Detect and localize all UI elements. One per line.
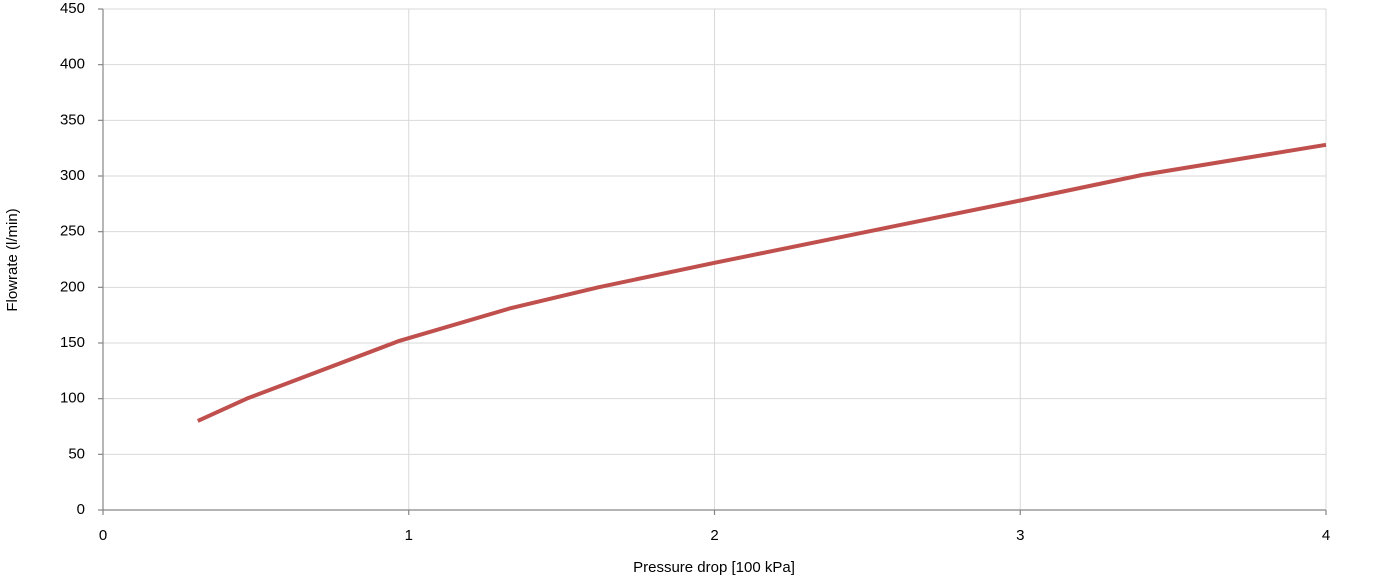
x-tick-label: 2 [710,527,718,544]
y-tick-label: 100 [60,390,85,407]
y-tick-label: 200 [60,278,85,295]
x-tick-label: 1 [405,527,413,544]
y-tick-label: 350 [60,111,85,128]
y-tick-label: 450 [60,0,85,17]
y-tick-label: 300 [60,167,85,184]
y-tick-label: 150 [60,334,85,351]
x-tick-label: 3 [1016,527,1024,544]
y-tick-label: 400 [60,56,85,73]
y-tick-label: 50 [68,445,85,462]
y-tick-label: 250 [60,223,85,240]
x-axis-label: Pressure drop [100 kPa] [633,559,795,576]
x-tick-label: 4 [1322,527,1330,544]
y-tick-label: 0 [77,501,85,518]
data-line [196,142,1327,423]
x-tick-label: 0 [99,527,107,544]
y-axis-label: Flowrate (l/min) [4,208,21,311]
